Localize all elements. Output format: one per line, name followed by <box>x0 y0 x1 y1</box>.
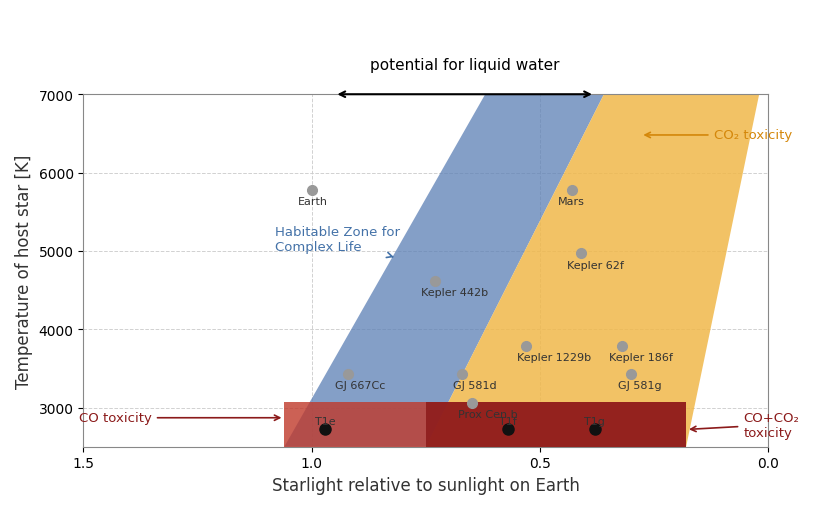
Bar <box>284 402 686 447</box>
Text: T1f: T1f <box>499 416 517 426</box>
Text: Habitable Zone for
Complex Life: Habitable Zone for Complex Life <box>275 225 400 258</box>
Text: Kepler 1229b: Kepler 1229b <box>517 352 592 362</box>
X-axis label: Starlight relative to sunlight on Earth: Starlight relative to sunlight on Earth <box>272 476 580 494</box>
Text: Kepler 186f: Kepler 186f <box>609 352 672 362</box>
Text: Kepler 442b: Kepler 442b <box>421 288 489 297</box>
Text: T1g: T1g <box>584 416 605 426</box>
Bar <box>426 402 686 447</box>
Text: Kepler 62f: Kepler 62f <box>567 260 624 270</box>
Text: Earth: Earth <box>298 196 328 207</box>
Text: Mars: Mars <box>558 196 585 207</box>
Polygon shape <box>426 95 759 447</box>
Text: GJ 581g: GJ 581g <box>618 380 661 390</box>
Text: potential for liquid water: potential for liquid water <box>370 58 560 73</box>
Text: Prox Cen b: Prox Cen b <box>458 409 517 419</box>
Text: GJ 581d: GJ 581d <box>453 380 497 390</box>
Y-axis label: Temperature of host star [K]: Temperature of host star [K] <box>15 154 33 388</box>
Text: CO₂ toxicity: CO₂ toxicity <box>645 129 792 142</box>
Text: T1e: T1e <box>315 416 335 426</box>
Text: CO toxicity: CO toxicity <box>79 411 280 425</box>
Polygon shape <box>284 95 604 447</box>
Text: CO+CO₂
toxicity: CO+CO₂ toxicity <box>691 411 799 439</box>
Text: GJ 667Cc: GJ 667Cc <box>335 380 385 390</box>
